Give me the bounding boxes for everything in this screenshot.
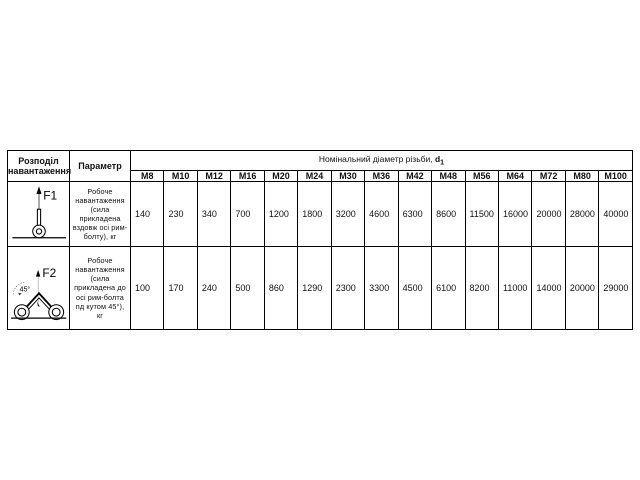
svg-text:F1: F1	[43, 189, 57, 203]
svg-text:F2: F2	[42, 266, 56, 280]
svg-text:45°: 45°	[19, 285, 30, 293]
